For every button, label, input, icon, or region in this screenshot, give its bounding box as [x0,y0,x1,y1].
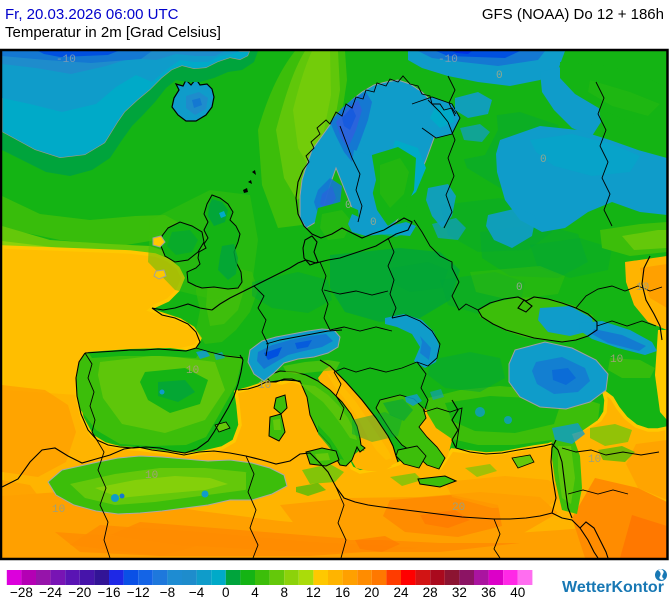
svg-text:12: 12 [306,585,321,600]
svg-text:16: 16 [335,585,350,600]
svg-text:0: 0 [222,585,230,600]
svg-text:0: 0 [370,217,377,229]
svg-text:10: 10 [52,504,65,516]
svg-text:0: 0 [345,200,352,212]
svg-text:−20: −20 [68,585,91,600]
svg-text:40: 40 [510,585,525,600]
svg-text:−28: −28 [10,585,33,600]
svg-text:−24: −24 [39,585,62,600]
svg-text:10: 10 [636,282,649,294]
svg-text:10: 10 [258,380,271,392]
svg-text:4: 4 [251,585,259,600]
svg-text:0: 0 [540,154,547,166]
svg-text:8: 8 [280,585,288,600]
svg-text:0: 0 [496,70,503,82]
svg-text:WetterKontor: WetterKontor [562,579,664,596]
svg-text:36: 36 [481,585,496,600]
svg-text:20: 20 [452,502,465,514]
svg-text:−12: −12 [127,585,150,600]
svg-text:28: 28 [423,585,438,600]
svg-text:−8: −8 [160,585,175,600]
svg-text:-10: -10 [56,54,76,66]
svg-text:−16: −16 [98,585,121,600]
svg-text:32: 32 [452,585,467,600]
svg-text:−4: −4 [189,585,205,600]
svg-text:10: 10 [145,470,158,482]
svg-text:-10: -10 [438,54,458,66]
svg-text:10: 10 [610,354,623,366]
svg-text:10: 10 [186,365,199,377]
svg-text:0: 0 [516,282,523,294]
svg-text:20: 20 [364,585,379,600]
svg-text:24: 24 [393,585,409,600]
svg-text:10: 10 [588,454,601,466]
